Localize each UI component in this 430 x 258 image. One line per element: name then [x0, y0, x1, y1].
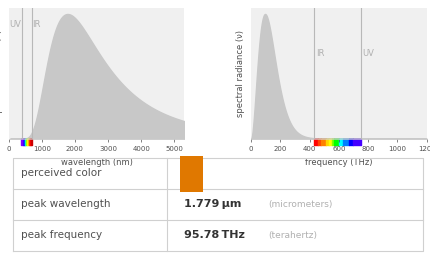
Text: (micrometers): (micrometers): [267, 200, 332, 209]
Y-axis label: spectral radiance (λ): spectral radiance (λ): [0, 30, 3, 117]
Text: peak frequency: peak frequency: [21, 230, 102, 240]
Text: 95.78 THz: 95.78 THz: [184, 230, 245, 240]
X-axis label: wavelength (nm): wavelength (nm): [60, 158, 132, 167]
Text: IR: IR: [315, 49, 323, 58]
Text: UV: UV: [362, 49, 374, 58]
Text: perceived color: perceived color: [21, 168, 101, 178]
FancyBboxPatch shape: [180, 155, 203, 192]
Text: UV: UV: [9, 20, 21, 29]
Y-axis label: spectral radiance (ν): spectral radiance (ν): [236, 30, 245, 117]
Text: (terahertz): (terahertz): [267, 231, 316, 240]
Text: IR: IR: [32, 20, 41, 29]
Text: peak wavelength: peak wavelength: [21, 199, 111, 209]
Text: 1.779 μm: 1.779 μm: [184, 199, 241, 209]
X-axis label: frequency (THz): frequency (THz): [304, 158, 372, 167]
